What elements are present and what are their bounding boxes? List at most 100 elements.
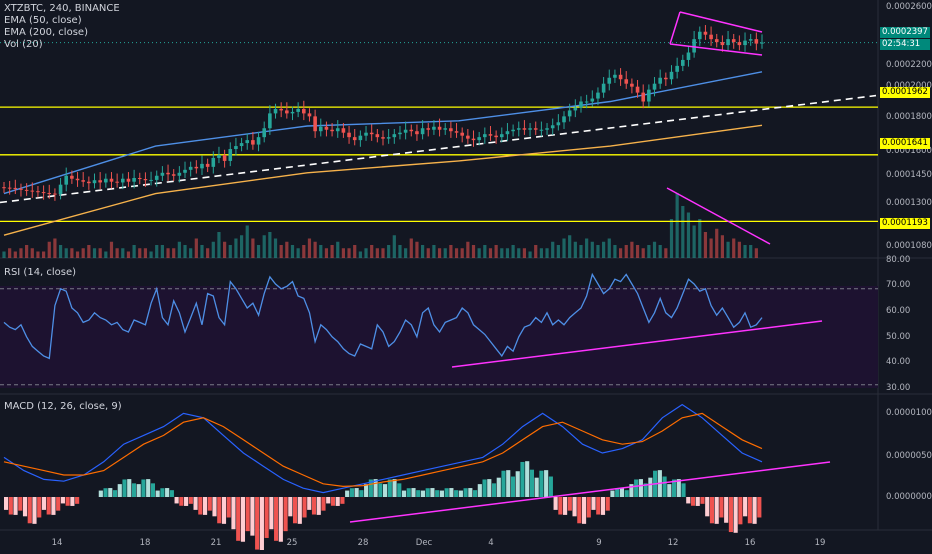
- candle-body: [697, 31, 702, 40]
- candle-body: [358, 135, 363, 141]
- candle-body: [381, 137, 385, 139]
- volume-bar: [104, 251, 108, 258]
- candle-body: [596, 92, 600, 99]
- volume-bar: [58, 245, 63, 258]
- volume-bar: [505, 248, 510, 258]
- rsi-tick: 70.00: [886, 280, 911, 290]
- volume-bar: [25, 245, 29, 258]
- macd-histogram-bar: [103, 488, 108, 497]
- candle-body: [245, 140, 250, 144]
- volume-bar: [409, 238, 413, 258]
- candle-body: [550, 125, 555, 129]
- candle-body: [562, 116, 566, 123]
- signal-line: [3, 412, 763, 488]
- candle-body: [635, 86, 640, 93]
- candle-body: [415, 131, 419, 135]
- volume-bar: [732, 238, 736, 258]
- candle-body: [567, 110, 572, 117]
- volume-bar: [324, 248, 329, 258]
- volume-bar: [664, 248, 668, 258]
- macd-histogram-bar: [638, 479, 643, 497]
- hline-tag-2[interactable]: 0.0001641: [880, 138, 930, 149]
- hline-tag-1[interactable]: 0.0001962: [880, 87, 930, 98]
- macd-histogram-bar: [444, 488, 449, 497]
- hline-tag-3[interactable]: 0.0001193: [880, 218, 930, 229]
- candle-body: [347, 132, 351, 138]
- candle-body: [222, 154, 227, 161]
- macd-histogram-bar: [292, 497, 298, 524]
- candle-body: [75, 178, 80, 181]
- ema200-line: [3, 124, 763, 236]
- candle-body: [369, 132, 374, 135]
- macd-histogram-bar: [738, 497, 743, 525]
- volume-bar: [443, 248, 447, 258]
- macd-histogram-bar: [581, 497, 587, 524]
- volume-bar: [319, 245, 323, 258]
- macd-histogram-bar: [231, 497, 236, 530]
- x-tick: 25: [286, 538, 298, 548]
- macd-trendline: [349, 461, 831, 523]
- candle-body: [13, 187, 18, 189]
- candle-body: [330, 129, 334, 132]
- macd-histogram-bar: [269, 497, 274, 530]
- macd-histogram-bar: [264, 497, 269, 538]
- macd-histogram-bar: [383, 484, 388, 497]
- price-tick: 0.0001450: [886, 170, 932, 180]
- volume-bar: [381, 248, 385, 258]
- volume-bar: [754, 248, 758, 258]
- macd-histogram-bar: [354, 488, 359, 497]
- macd-histogram-bar: [662, 476, 667, 497]
- candle-body: [149, 179, 153, 181]
- volume-bar: [353, 245, 357, 258]
- volume-bar: [675, 193, 679, 258]
- volume-bar: [460, 248, 464, 258]
- candle-body: [483, 134, 487, 138]
- candle-body: [499, 134, 504, 138]
- macd-histogram-bar: [8, 497, 13, 515]
- volume-bar: [437, 248, 442, 258]
- volume-bar: [183, 245, 187, 258]
- macd-histogram-bar: [117, 484, 122, 497]
- macd-histogram-bar: [245, 497, 250, 532]
- volume-bar: [596, 245, 600, 258]
- volume-legend: Vol (20): [4, 39, 43, 50]
- candle-body: [522, 128, 527, 130]
- macd-histogram-bar: [719, 497, 724, 518]
- macd-histogram-bar: [430, 488, 435, 497]
- macd-histogram-bar: [615, 488, 620, 497]
- volume-bar: [307, 238, 312, 258]
- x-tick: 14: [51, 538, 63, 548]
- volume-bar: [534, 245, 538, 258]
- candle-body: [686, 52, 691, 60]
- macd-histogram-bar: [605, 497, 610, 511]
- candle-body: [239, 143, 244, 147]
- candle-body: [737, 42, 742, 46]
- macd-histogram-bar: [676, 479, 681, 497]
- candle-body: [692, 39, 696, 53]
- candle-body: [760, 42, 764, 44]
- macd-histogram-bar: [240, 497, 246, 542]
- macd-histogram-bar: [141, 479, 146, 497]
- candle-body: [641, 92, 646, 102]
- volume-bar: [262, 235, 266, 258]
- macd-histogram-bar: [420, 490, 426, 497]
- volume-bar: [477, 248, 481, 258]
- candle-body: [748, 39, 753, 41]
- macd-histogram-bar: [572, 497, 577, 517]
- candle-body: [607, 77, 612, 84]
- macd-histogram-bar: [728, 497, 733, 533]
- candle-body: [318, 126, 323, 132]
- volume-bar: [358, 251, 362, 258]
- candle-body: [652, 83, 657, 90]
- candle-body: [601, 83, 606, 93]
- volume-bar: [551, 241, 555, 258]
- candle-body: [279, 108, 283, 111]
- macd-histogram-bar: [406, 488, 411, 497]
- volume-bar: [155, 245, 159, 258]
- candle-body: [228, 149, 233, 161]
- volume-bar: [217, 232, 221, 258]
- candle-body: [460, 132, 464, 136]
- dashed-trendline: [0, 94, 877, 204]
- x-tick: 18: [139, 538, 151, 548]
